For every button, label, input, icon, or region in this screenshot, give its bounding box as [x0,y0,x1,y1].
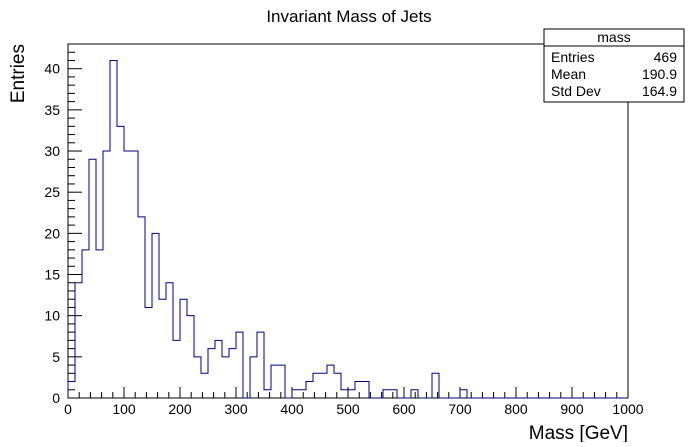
stats-mean-label: Mean [551,66,586,82]
histogram-bin [257,332,264,398]
histogram-bin [362,382,369,398]
histogram-bin [411,390,418,398]
x-tick-label: 0 [64,401,72,417]
histogram-bin [292,390,299,398]
histogram-bin [152,233,159,398]
x-tick-label: 900 [560,401,584,417]
histogram-bin [215,340,222,398]
histogram-bin [173,340,180,398]
histogram-bin [124,151,131,398]
x-tick-label: 800 [504,401,528,417]
stats-stddev-value: 164.9 [642,83,677,99]
histogram-bin [117,126,124,398]
y-tick-label: 30 [44,143,60,159]
stats-mean-value: 190.9 [642,66,677,82]
histogram-bin [138,217,145,398]
x-tick-label: 1000 [612,401,643,417]
histogram-bin [390,390,397,398]
x-tick-label: 400 [280,401,304,417]
y-tick-label: 10 [44,308,60,324]
histogram-bin [166,283,173,398]
x-tick-label: 200 [168,401,192,417]
histogram-bin [348,390,355,398]
x-tick-label: 500 [336,401,360,417]
histogram-bin [187,316,194,398]
x-tick-label: 100 [112,401,136,417]
histogram-outline [67,59,628,399]
histogram-bin [236,332,243,398]
histogram-bin [271,365,278,398]
histogram-bin [103,151,110,398]
histogram-bin [145,307,152,398]
y-tick-label: 0 [52,390,60,406]
histogram-bin [327,365,334,398]
histogram-bin [159,299,166,398]
histogram-bin [180,299,187,398]
y-tick-label: 5 [52,349,60,365]
histogram-bin [82,250,89,398]
y-tick-label: 15 [44,267,60,283]
chart-title: Invariant Mass of Jets [266,7,431,26]
histogram-bin [355,382,362,398]
stats-box-title: mass [597,29,630,45]
histogram-bin [334,373,341,398]
x-axis: 0 100 200 300 400 500 600 700 800 900 1000 [64,387,644,417]
y-axis-label: Entries [8,44,29,103]
histogram-bin [250,357,257,398]
x-tick-label: 600 [392,401,416,417]
y-tick-label: 25 [44,184,60,200]
histogram-bin [110,60,117,398]
y-tick-label: 40 [44,61,60,77]
histogram-bin [278,365,285,398]
stats-entries-value: 469 [654,49,678,65]
histogram-bin [341,390,348,398]
histogram-bin [222,357,229,398]
histogram-bin [299,390,306,398]
stats-box: mass Entries 469 Mean 190.9 Std Dev 164.… [543,28,685,103]
y-tick-label: 20 [44,225,60,241]
x-tick-label: 700 [448,401,472,417]
stats-box-frame [543,28,685,103]
histogram-bin [383,390,390,398]
histogram-bin [75,283,82,398]
histogram-bins [68,60,467,398]
histogram-bin [194,357,201,398]
histogram-bin [131,151,138,398]
stats-entries-label: Entries [551,49,595,65]
histogram-bin [89,159,96,398]
histogram-bin [460,390,467,398]
x-axis-label: Mass [GeV] [529,423,628,442]
histogram-bin [96,250,103,398]
histogram-bin [306,382,313,398]
histogram-bin [208,349,215,398]
stats-stddev-label: Std Dev [551,83,601,99]
y-tick-label: 35 [44,102,60,118]
x-tick-label: 300 [224,401,248,417]
y-axis: 0 5 10 15 20 25 30 35 40 [44,43,82,406]
histogram-bin [229,349,236,398]
